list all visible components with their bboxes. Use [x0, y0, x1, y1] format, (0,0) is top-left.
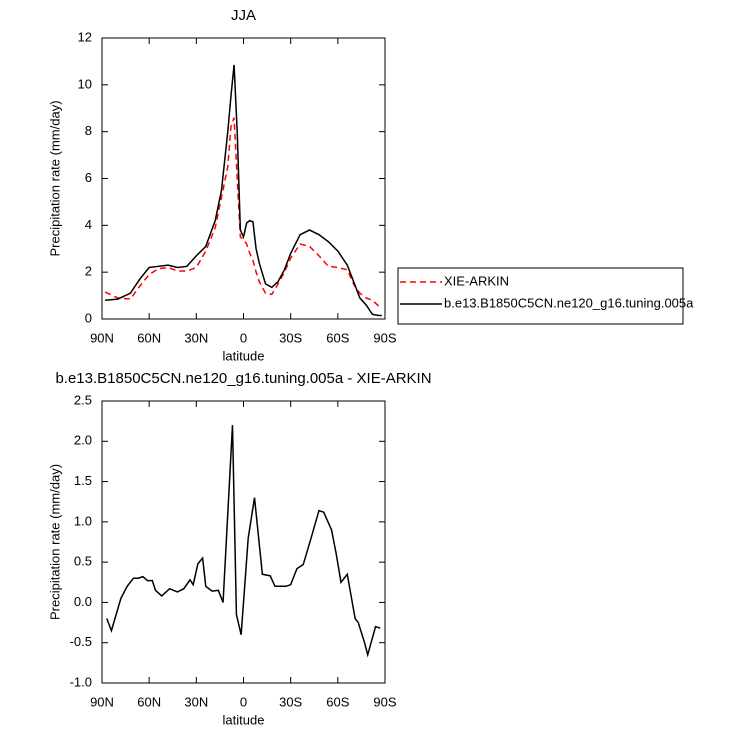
- x-axis-label: latitude: [223, 712, 265, 727]
- x-tick-label: 60S: [326, 330, 349, 345]
- x-tick-label: 0: [240, 330, 247, 345]
- x-tick-label: 90N: [90, 694, 114, 709]
- data-line: [105, 64, 382, 317]
- y-tick-label: 4: [85, 217, 92, 232]
- y-tick-label: 10: [78, 76, 92, 91]
- legend-label: b.e13.B1850C5CN.ne120_g16.tuning.005a: [444, 295, 694, 310]
- x-tick-label: 30S: [279, 694, 302, 709]
- legend-label: XIE-ARKIN: [444, 273, 509, 288]
- x-tick-label: 60S: [326, 694, 349, 709]
- data-line: [104, 117, 383, 308]
- x-tick-label: 30N: [184, 330, 208, 345]
- x-tick-label: 60N: [137, 694, 161, 709]
- data-line: [106, 425, 381, 658]
- x-tick-label: 30S: [279, 330, 302, 345]
- plot-frame: [101, 37, 386, 320]
- y-axis-label: Precipitation rate (mm/day): [47, 100, 62, 256]
- y-tick-label: 8: [85, 123, 92, 138]
- x-tick-label: 90S: [373, 330, 396, 345]
- y-tick-label: 12: [78, 29, 92, 44]
- legend-box: [397, 267, 684, 325]
- y-tick-label: 0: [85, 310, 92, 325]
- y-tick-label: 2: [85, 264, 92, 279]
- y-tick-label: 0.0: [74, 594, 92, 609]
- chart-title: b.e13.B1850C5CN.ne120_g16.tuning.005a - …: [55, 370, 431, 387]
- y-tick-label: 2.0: [74, 433, 92, 448]
- chart-title: JJA: [231, 7, 256, 24]
- x-tick-label: 90N: [90, 330, 114, 345]
- y-tick-label: 6: [85, 170, 92, 185]
- x-tick-label: 60N: [137, 330, 161, 345]
- y-tick-label: -0.5: [70, 634, 92, 649]
- legend: XIE-ARKIN b.e13.B1850C5CN.ne120_g16.tunin…: [397, 267, 694, 325]
- y-tick-label: 2.5: [74, 392, 92, 407]
- y-tick-label: 0.5: [74, 554, 92, 569]
- x-tick-label: 90S: [373, 694, 396, 709]
- x-tick-label: 30N: [184, 694, 208, 709]
- y-tick-label: -1.0: [70, 674, 92, 689]
- y-tick-label: 1.5: [74, 473, 92, 488]
- y-axis-label: Precipitation rate (mm/day): [47, 464, 62, 620]
- x-tick-label: 0: [240, 694, 247, 709]
- x-axis-label: latitude: [223, 348, 265, 363]
- y-tick-label: 1.0: [74, 513, 92, 528]
- plot-frame: [101, 400, 386, 684]
